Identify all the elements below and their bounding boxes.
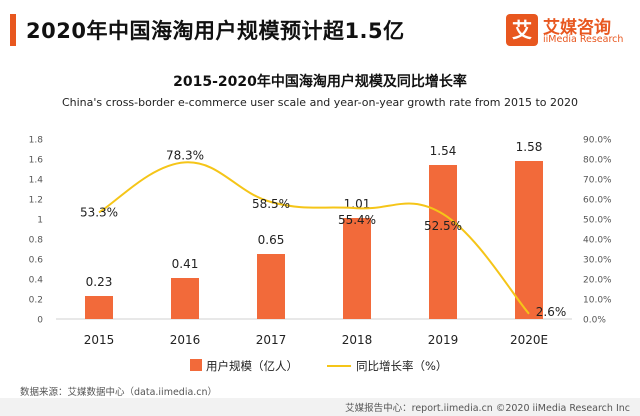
bar	[429, 165, 457, 319]
y-left-tick-label: 1.6	[29, 156, 44, 166]
x-tick-label: 2018	[342, 333, 373, 347]
x-tick-label: 2015	[84, 333, 115, 347]
y-right-tick-label: 80.0%	[583, 156, 612, 166]
x-tick-label: 2019	[428, 333, 459, 347]
legend-label-line: 同比增长率（%）	[356, 359, 447, 373]
chart-subtitle: China's cross-border e-commerce user sca…	[61, 96, 579, 109]
footer-text: 艾媒报告中心：report.iimedia.cn ©2020 iiMedia R…	[345, 403, 630, 414]
y-left-tick-label: 1	[37, 216, 43, 226]
x-tick-label: 2017	[256, 333, 287, 347]
line-value-label: 2.6%	[536, 305, 567, 319]
line-value-label: 58.5%	[252, 197, 290, 211]
legend-label-bar: 用户规模（亿人）	[206, 359, 298, 373]
y-left-tick-label: 1.2	[29, 196, 43, 206]
y-right-tick-label: 0.0%	[583, 316, 606, 326]
brand-name-en: iiMedia Research	[543, 34, 624, 45]
y-right-tick-label: 50.0%	[583, 216, 612, 226]
line-value-label: 52.5%	[424, 219, 462, 233]
y-right-tick-label: 60.0%	[583, 196, 612, 206]
brand-name-cn: 艾媒咨询	[543, 18, 611, 38]
y-left-tick-label: 0.8	[29, 236, 44, 246]
legend-swatch-bar	[190, 359, 202, 371]
line-value-label: 55.4%	[338, 213, 376, 227]
y-right-tick-label: 90.0%	[583, 136, 612, 146]
y-right-tick-label: 70.0%	[583, 176, 612, 186]
title-accent-bar	[10, 14, 16, 46]
y-right-tick-label: 10.0%	[583, 296, 612, 306]
line-value-label: 53.3%	[80, 205, 118, 219]
bar	[515, 161, 543, 319]
x-tick-label: 2016	[170, 333, 201, 347]
y-right-tick-label: 30.0%	[583, 256, 612, 266]
bar	[85, 296, 113, 319]
chart-title: 2015-2020年中国海淘用户规模及同比增长率	[173, 74, 467, 90]
y-left-tick-label: 0.2	[29, 296, 43, 306]
bar-value-label: 1.54	[430, 144, 457, 158]
line-value-label: 78.3%	[166, 148, 204, 162]
y-left-tick-label: 0.4	[29, 276, 44, 286]
y-right-tick-label: 20.0%	[583, 276, 612, 286]
bar-value-label: 0.41	[172, 257, 199, 271]
data-source: 数据来源：艾媒数据中心（data.iimedia.cn）	[20, 387, 218, 398]
growth-rate-line	[98, 161, 530, 315]
page-title: 2020年中国海淘用户规模预计超1.5亿	[26, 19, 405, 43]
y-left-tick-label: 1.4	[29, 176, 44, 186]
y-left-tick-label: 0.6	[29, 256, 44, 266]
y-right-tick-label: 40.0%	[583, 236, 612, 246]
bar	[171, 278, 199, 319]
bar-value-label: 1.58	[516, 140, 543, 154]
y-left-tick-label: 0	[37, 316, 43, 326]
footer-bar: 艾媒报告中心：report.iimedia.cn ©2020 iiMedia R…	[0, 398, 640, 416]
bar-value-label: 0.23	[86, 275, 113, 289]
bar	[343, 218, 371, 319]
bar-value-label: 0.65	[258, 233, 285, 247]
y-left-tick-label: 1.8	[29, 136, 44, 146]
x-tick-label: 2020E	[510, 333, 548, 347]
iimedia-logo-icon: 艾	[506, 14, 538, 46]
bar	[257, 254, 285, 319]
